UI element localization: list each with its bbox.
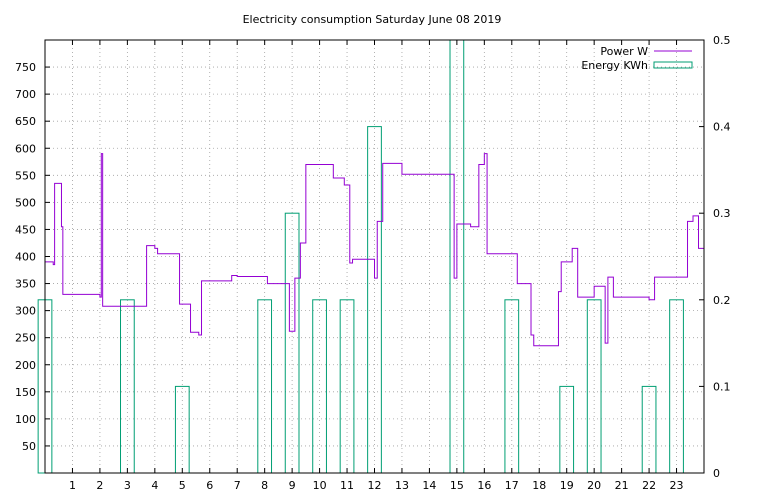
- x-tick-label: 19: [560, 479, 574, 492]
- y-tick-label: 150: [15, 386, 36, 399]
- x-tick-label: 5: [179, 479, 186, 492]
- energy-bar: [586, 299, 602, 474]
- legend-label-energy: Energy KWh: [581, 59, 648, 72]
- y-tick-label: 700: [15, 88, 36, 101]
- energy-bar: [120, 299, 135, 474]
- y2-tick-label: 0: [713, 467, 720, 480]
- power-line: [45, 153, 704, 347]
- x-tick-label: 12: [368, 479, 382, 492]
- x-tick-label: 11: [340, 479, 354, 492]
- power-line-layer: [45, 153, 704, 347]
- x-tick-label: 17: [505, 479, 519, 492]
- y-tick-label: 250: [15, 332, 36, 345]
- y-tick-label: 550: [15, 169, 36, 182]
- x-tick-label: 3: [124, 479, 131, 492]
- x-tick-label: 18: [532, 479, 546, 492]
- x-tick-label: 15: [450, 479, 464, 492]
- x-tick-label: 2: [96, 479, 103, 492]
- x-tick-label: 22: [642, 479, 656, 492]
- y-tick-label: 300: [15, 305, 36, 318]
- energy-bar: [312, 299, 327, 474]
- y-tick-label: 50: [22, 440, 36, 453]
- x-tick-label: 20: [587, 479, 601, 492]
- x-tick-label: 6: [206, 479, 213, 492]
- y-tick-label: 500: [15, 196, 36, 209]
- energy-bars: [37, 39, 684, 474]
- x-tick-label: 9: [289, 479, 296, 492]
- energy-bar: [339, 299, 355, 474]
- x-tick-label: 16: [477, 479, 491, 492]
- legend-label-power: Power W: [600, 45, 648, 58]
- y-tick-label: 350: [15, 278, 36, 291]
- energy-bar: [669, 299, 684, 474]
- x-tick-label: 21: [615, 479, 629, 492]
- energy-bar: [257, 299, 273, 474]
- chart-title: Electricity consumption Saturday June 08…: [243, 13, 502, 26]
- y-tick-label: 100: [15, 413, 36, 426]
- energy-bar: [504, 299, 520, 474]
- y-tick-label: 200: [15, 359, 36, 372]
- grid: [45, 40, 704, 473]
- y-tick-label: 400: [15, 251, 36, 264]
- y2-tick-label: 0.2: [713, 294, 731, 307]
- x-tick-label: 8: [261, 479, 268, 492]
- x-tick-label: 4: [151, 479, 158, 492]
- x-tick-label: 23: [670, 479, 684, 492]
- x-tick-label: 13: [395, 479, 409, 492]
- y2-tick-label: 0.1: [713, 380, 731, 393]
- x-tick-label: 14: [422, 479, 436, 492]
- x-tick-label: 7: [234, 479, 241, 492]
- x-tick-label: 1: [69, 479, 76, 492]
- legend: Power W Energy KWh: [581, 45, 693, 72]
- y-tick-label: 600: [15, 142, 36, 155]
- axes: 1 2 3 4 5 6 7 8 9 10 11 12 13 14 15 16 17 18 19 20 21 22 23501…: [15, 34, 731, 492]
- y2-tick-label: 0.5: [713, 34, 731, 47]
- y2-tick-label: 0.4: [713, 121, 731, 134]
- legend-swatch-energy: [653, 61, 693, 69]
- y2-tick-label: 0.3: [713, 207, 731, 220]
- y-tick-label: 650: [15, 115, 36, 128]
- y-tick-label: 750: [15, 61, 36, 74]
- energy-bar: [367, 126, 382, 474]
- x-tick-label: 10: [313, 479, 327, 492]
- y-tick-label: 450: [15, 223, 36, 236]
